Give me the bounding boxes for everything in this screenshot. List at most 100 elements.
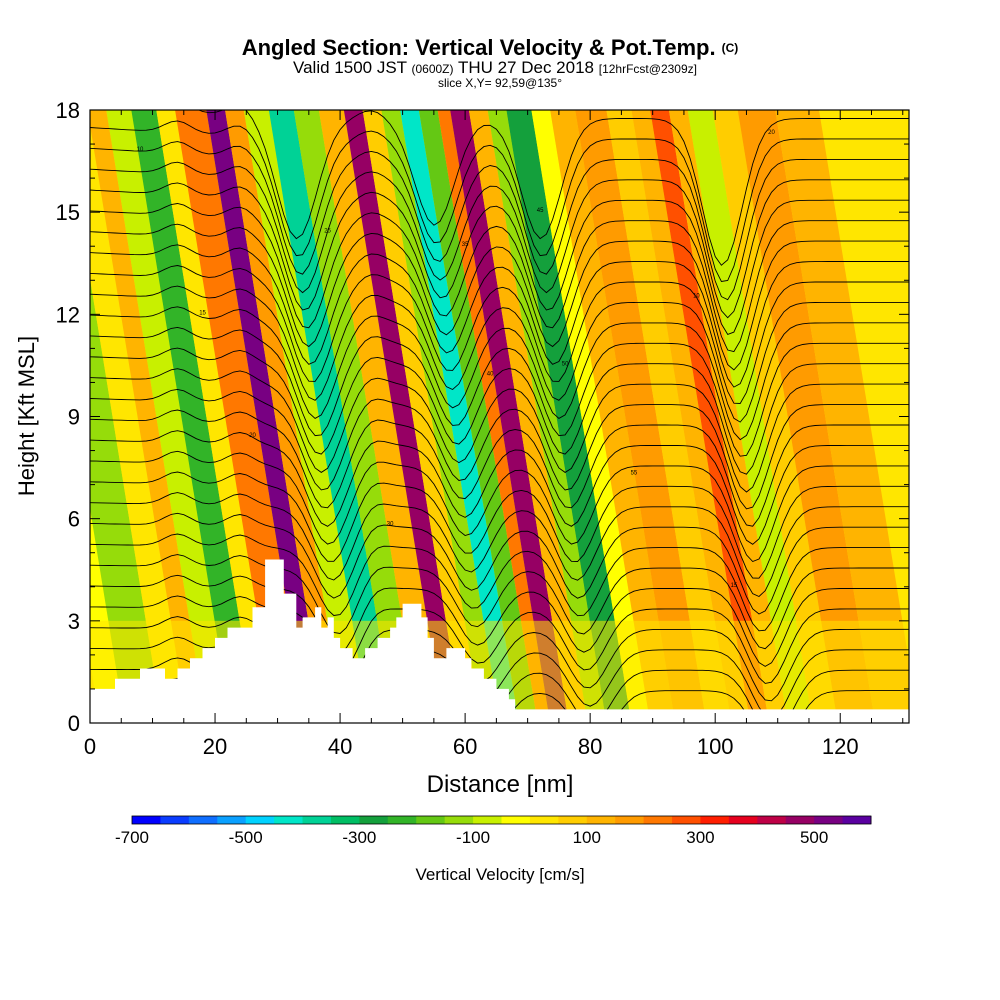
theta-contour — [90, 533, 909, 632]
contour-label: 35 — [462, 242, 469, 248]
x-tick-label: 40 — [328, 734, 352, 759]
valid-utc: (0600Z) — [411, 62, 454, 76]
contour-label: 15 — [199, 310, 206, 316]
velocity-band — [737, 110, 876, 723]
theta-contour — [90, 512, 909, 615]
x-tick-label: 60 — [453, 734, 477, 759]
theta-contour — [90, 265, 909, 404]
colorbar-swatch — [302, 816, 332, 824]
theta-contour — [90, 120, 909, 282]
colorbar-swatch — [643, 816, 673, 824]
slice-info: slice X,Y= 92,59@135° — [437, 76, 563, 90]
y-axis: 0 3 6 9 12 15 18 — [56, 98, 909, 736]
velocity-band — [650, 110, 769, 723]
colorbar-swatch — [132, 816, 161, 824]
y-tick-label: 15 — [56, 200, 80, 225]
velocity-band — [90, 110, 207, 723]
velocity-band — [775, 110, 909, 723]
theta-contour — [90, 574, 909, 667]
contour-label: 10 — [137, 147, 144, 153]
contour-label: 20 — [768, 130, 775, 136]
theta-contour — [90, 306, 909, 441]
colorbar-tick-labels: -700 -500 -300 -100 100 300 500 — [115, 828, 828, 847]
colorbar-swatch — [785, 816, 815, 824]
x-axis: 0 20 40 60 80 100 120 — [84, 110, 904, 759]
colorbar-swatch — [217, 816, 247, 824]
colorbar-swatch — [501, 816, 531, 824]
potential-temperature-contours: 10 15 20 25 30 35 40 45 50 55 10 15 20 — [90, 110, 909, 717]
y-tick-label: 3 — [68, 609, 80, 634]
y-tick-label: 0 — [68, 711, 80, 736]
velocity-band — [487, 110, 607, 723]
contour-label: 20 — [249, 433, 256, 439]
colorbar-swatch — [529, 816, 559, 824]
colorbar-swatch — [814, 816, 844, 824]
velocity-band — [381, 110, 501, 723]
contour-label: 25 — [324, 229, 331, 235]
contour-label: 30 — [387, 521, 394, 527]
chart-title-text: Angled Section: Vertical Velocity & Pot.… — [241, 35, 716, 60]
theta-contour — [90, 182, 909, 335]
theta-contour — [90, 347, 909, 475]
chart-title: Angled Section: Vertical Velocity & Pot.… — [0, 36, 1000, 60]
colorbar-swatch — [586, 816, 616, 824]
colorbar-swatch — [359, 816, 389, 824]
colorbar-tick-label: 300 — [686, 828, 714, 847]
colorbar-swatch — [473, 816, 502, 824]
terrain-mask — [90, 559, 909, 723]
colorbar-swatch — [558, 816, 588, 824]
theta-contour — [90, 616, 909, 702]
colorbar-swatch — [416, 816, 446, 824]
colorbar-swatch — [387, 816, 417, 824]
contour-label: 40 — [487, 372, 494, 378]
x-tick-label: 0 — [84, 734, 96, 759]
colorbar-tick-label: -300 — [342, 828, 376, 847]
velocity-band — [318, 110, 444, 723]
velocity-band — [531, 110, 651, 723]
colorbar-tick-label: -500 — [229, 828, 263, 847]
y-tick-label: 12 — [56, 302, 80, 327]
velocity-band — [156, 110, 276, 723]
velocity-band — [418, 110, 538, 723]
theta-contour — [90, 492, 909, 598]
contour-label: 50 — [562, 361, 569, 367]
theta-contour — [90, 554, 909, 650]
y-tick-label: 9 — [68, 405, 80, 430]
colorbar-tick-label: 500 — [800, 828, 828, 847]
velocity-band — [437, 110, 551, 723]
theta-contour — [90, 203, 909, 353]
x-tick-label: 80 — [578, 734, 602, 759]
theta-contour — [90, 326, 909, 457]
contour-label: 45 — [537, 208, 544, 214]
theta-contour — [90, 223, 909, 371]
x-axis-title: Distance [nm] — [427, 771, 574, 798]
velocity-band — [606, 110, 732, 723]
chart-title-block: Angled Section: Vertical Velocity & Pot.… — [0, 36, 1000, 90]
colorbar-tick-label: -700 — [115, 828, 149, 847]
theta-contour — [90, 430, 909, 545]
colorbar-swatch — [842, 816, 872, 824]
velocity-band — [90, 278, 163, 723]
theta-contour — [90, 141, 909, 301]
y-tick-label: 18 — [56, 98, 80, 123]
colorbar-swatch — [188, 816, 218, 824]
colorbar — [131, 815, 872, 825]
velocity-band — [400, 110, 519, 723]
velocity-band — [206, 110, 326, 723]
plot-area: 10 15 20 25 30 35 40 45 50 55 10 15 20 — [89, 109, 910, 724]
colorbar-swatch — [700, 816, 730, 824]
valid-date: THU 27 Dec 2018 — [457, 58, 595, 77]
colorbar-swatch — [757, 816, 787, 824]
colorbar-swatch — [274, 816, 304, 824]
velocity-band — [687, 110, 813, 723]
colorbar-tick-label: 100 — [573, 828, 601, 847]
x-tick-label: 100 — [697, 734, 734, 759]
colorbar-swatch — [615, 816, 645, 824]
colorbar-swatch — [330, 816, 360, 824]
y-tick-label: 6 — [68, 507, 80, 532]
chart-subtitle: Valid 1500 JST (0600Z) THU 27 Dec 2018 [… — [0, 58, 1000, 77]
theta-contour — [90, 388, 909, 510]
contour-label: 55 — [631, 470, 638, 476]
theta-contour — [90, 409, 909, 527]
